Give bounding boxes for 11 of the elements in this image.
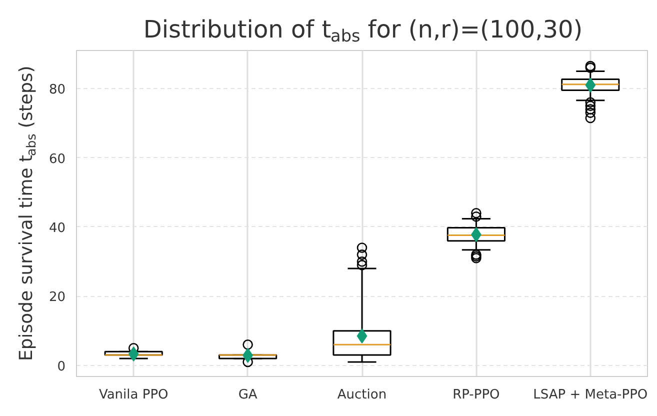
y-axis-title: Episode survival time tabs (steps) [16,66,38,362]
x-tick-label: Vanila PPO [98,388,168,402]
x-tick-label: Auction [337,388,387,402]
x-tick-label: GA [238,388,258,402]
y-tick-label: 20 [48,290,66,306]
x-tick-label: RP-PPO [452,388,500,402]
y-tick-label: 40 [48,220,66,236]
y-tick-label: 0 [57,359,66,374]
x-tick-label: LSAP + Meta-PPO [533,388,648,402]
y-tick-label: 60 [48,152,66,167]
y-tick-label: 80 [48,82,66,98]
